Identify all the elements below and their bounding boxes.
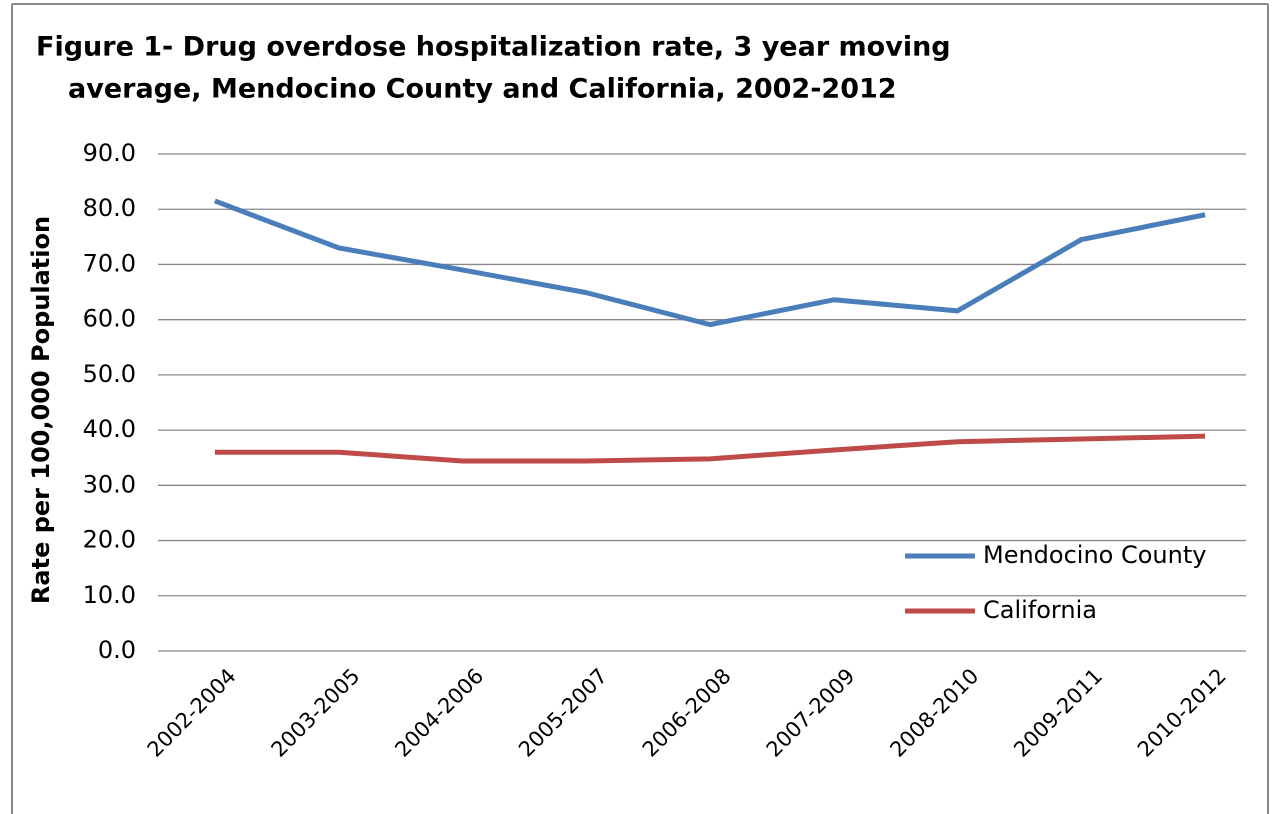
x-tick-label: 2010-2012 [1133,664,1231,762]
y-tick-label: 30.0 [83,470,136,498]
y-tick-label: 10.0 [83,581,136,609]
x-tick-label: 2006-2008 [638,664,736,762]
legend-label: California [983,596,1097,624]
x-tick-label: 2002-2004 [143,664,241,762]
y-tick-label: 0.0 [98,636,136,664]
y-tick-label: 80.0 [83,194,136,222]
data-line [214,433,1206,464]
y-tick-label: 50.0 [83,360,136,388]
y-tick-label: 20.0 [83,526,136,554]
x-tick-label: 2008-2010 [885,664,983,762]
chart-title: Figure 1- Drug overdose hospitalization … [36,32,951,63]
chart-title: average, Mendocino County and California… [68,74,897,105]
y-tick-label: 90.0 [83,139,136,167]
y-axis-label: Rate per 100,000 Population [27,216,55,604]
data-line [214,198,1206,328]
y-tick-label: 70.0 [83,249,136,277]
y-tick-label: 40.0 [83,415,136,443]
x-tick-label: 2005-2007 [514,664,612,762]
x-tick-label: 2004-2006 [390,664,488,762]
x-tick-label: 2003-2005 [267,664,365,762]
x-tick-label: 2007-2009 [762,664,860,762]
legend-label: Mendocino County [983,541,1206,569]
x-tick-label: 2009-2011 [1009,664,1107,762]
y-tick-label: 60.0 [83,305,136,333]
